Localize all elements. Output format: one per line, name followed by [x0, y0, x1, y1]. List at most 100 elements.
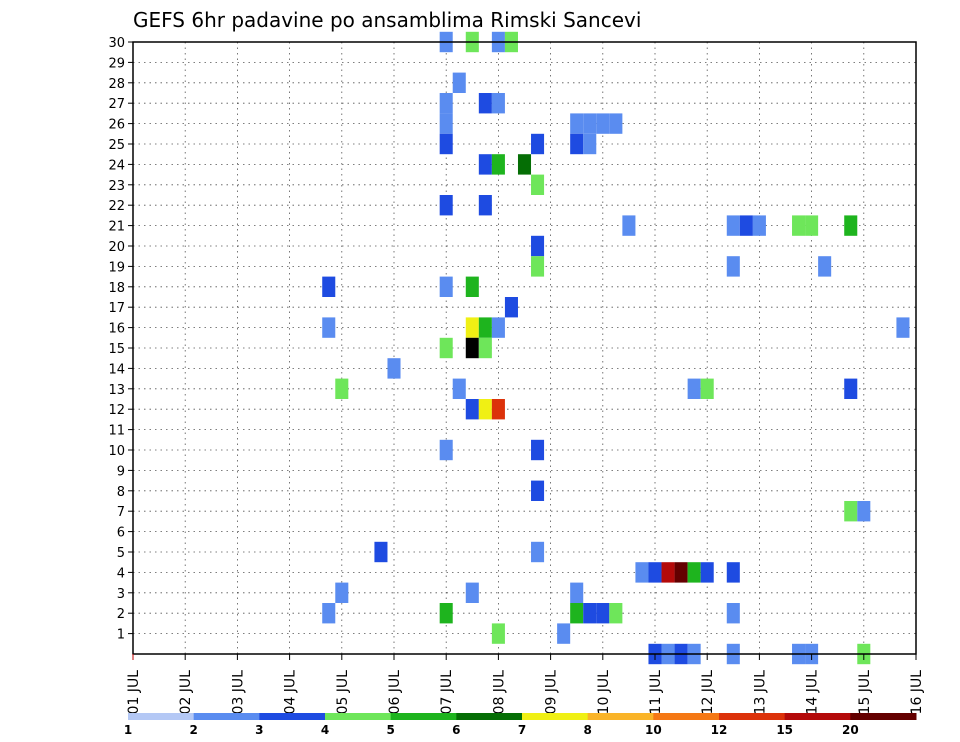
grid-lines — [133, 41, 916, 654]
ensemble-cell — [700, 562, 714, 583]
ensemble-cell — [622, 215, 636, 236]
y-tick-label: 9 — [117, 464, 125, 479]
x-tick-label: 12 JUL — [700, 670, 716, 715]
y-tick-label: 27 — [108, 97, 125, 112]
y-tick-label: 23 — [108, 179, 125, 194]
y-tick-label: 1 — [117, 628, 125, 643]
y-tick-label: 20 — [108, 240, 125, 255]
y-tick-label: 8 — [117, 485, 125, 500]
colorbar-label: 2 — [189, 723, 197, 737]
ensemble-cell — [531, 133, 545, 155]
ensemble-cell — [439, 195, 453, 216]
y-tick-label: 7 — [117, 505, 125, 520]
ensemble-cell — [491, 317, 505, 338]
ensemble-cell — [596, 603, 610, 624]
ensemble-cell — [531, 235, 545, 257]
ensemble-cell — [609, 603, 623, 624]
x-tick-label: 16 JUL — [909, 670, 925, 715]
ensemble-cell — [531, 256, 545, 277]
x-tick-label: 13 JUL — [752, 670, 768, 715]
colorbar-label: 1 — [124, 723, 132, 737]
ensemble-cell — [322, 317, 336, 338]
colorbar-label: 5 — [386, 723, 394, 737]
ensemble-cell — [322, 276, 336, 297]
ensemble-cell — [478, 154, 492, 175]
ensemble-cell — [570, 133, 584, 155]
x-axis-ticks: 01 JUL 02 JUL 03 JUL 04 JUL 05 JUL 06 JUL 07 J… — [126, 654, 925, 714]
y-tick-label: 13 — [108, 383, 125, 398]
x-tick-label: 04 JUL — [283, 670, 299, 715]
ensemble-cell — [439, 133, 453, 155]
colorbar-swatch — [522, 713, 589, 720]
ensemble-cell — [648, 562, 662, 583]
ensemble-cell — [439, 337, 453, 359]
ensemble-cell — [531, 541, 545, 563]
y-tick-label: 24 — [108, 158, 125, 173]
ensemble-cell — [844, 501, 858, 522]
ensemble-cell — [439, 113, 453, 134]
ensemble-cell — [583, 113, 597, 134]
ensemble-cell — [700, 378, 714, 399]
colorbar-label: 10 — [645, 723, 662, 737]
ensemble-cell — [857, 501, 871, 522]
y-tick-label: 19 — [108, 260, 125, 275]
ensemble-cell — [439, 93, 453, 114]
ensemble-cell — [583, 133, 597, 155]
ensemble-cell — [726, 215, 740, 236]
x-tick-label: 08 JUL — [491, 670, 507, 715]
ensemble-cell — [374, 541, 388, 563]
ensemble-cell — [335, 582, 349, 603]
y-tick-label: 14 — [108, 362, 125, 377]
ensemble-cell — [452, 72, 466, 93]
ensemble-cell — [465, 317, 479, 338]
ensemble-cell — [752, 215, 766, 236]
ensemble-cell — [491, 154, 505, 175]
ensemble-cell — [322, 603, 336, 624]
x-tick-label: 09 JUL — [544, 670, 560, 715]
ensemble-cell — [478, 399, 492, 420]
ensemble-cell — [531, 480, 545, 501]
x-tick-label: 10 JUL — [596, 670, 612, 715]
y-tick-label: 16 — [108, 322, 125, 337]
x-tick-label: 11 JUL — [648, 670, 664, 715]
colorbar-swatch — [653, 713, 720, 720]
colorbar-label: 6 — [452, 723, 460, 737]
ensemble-cell — [478, 337, 492, 359]
y-tick-label: 25 — [108, 138, 125, 153]
ensemble-cell — [439, 603, 453, 624]
y-tick-label: 22 — [108, 199, 125, 214]
x-tick-label: 07 JUL — [439, 670, 455, 715]
ensemble-cell — [478, 93, 492, 114]
colorbar-label: 20 — [842, 723, 859, 737]
colorbar-label: 4 — [321, 723, 329, 737]
y-axis-ticks: 1234567891011121314151617181920212223242… — [108, 36, 133, 643]
chart-title: GEFS 6hr padavine po ansamblima Rimski S… — [133, 8, 641, 32]
y-tick-label: 29 — [108, 56, 125, 71]
ensemble-cell — [570, 582, 584, 603]
ensemble-cell — [570, 603, 584, 624]
y-tick-label: 3 — [117, 587, 125, 602]
colorbar-swatch — [587, 713, 654, 720]
ensemble-cell — [818, 256, 832, 277]
ensemble-cell — [583, 603, 597, 624]
colorbar-label: 7 — [518, 723, 526, 737]
ensemble-cell — [478, 195, 492, 216]
colorbar-label: 3 — [255, 723, 263, 737]
ensemble-cell — [596, 113, 610, 134]
ensemble-cell — [387, 358, 401, 379]
colorbar-swatch — [784, 713, 851, 720]
ensemble-cell — [896, 317, 910, 338]
ensemble-cell — [687, 562, 701, 583]
ensemble-cell — [557, 623, 571, 644]
colorbar-swatch — [850, 713, 917, 720]
x-tick-label: 02 JUL — [178, 670, 194, 715]
colorbar: 1 2 3 4 5 6 7 8 10 12 15 20 — [124, 713, 917, 737]
ensemble-cell — [687, 378, 701, 399]
ensemble-cell — [661, 562, 675, 583]
colorbar-label: 8 — [583, 723, 591, 737]
colorbar-label: 15 — [776, 723, 793, 737]
colorbar-swatch — [128, 713, 195, 720]
ensemble-cell — [491, 623, 505, 644]
y-tick-label: 21 — [108, 220, 125, 235]
y-tick-label: 17 — [108, 301, 125, 316]
